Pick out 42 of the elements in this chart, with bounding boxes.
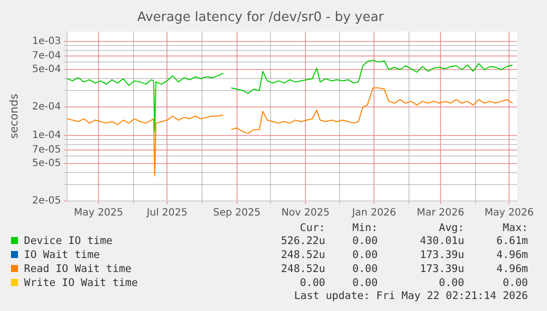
text: Min:	[351, 222, 379, 234]
text: 6.61m	[495, 234, 529, 248]
legend-label: Read IO Wait time	[23, 262, 132, 276]
chart-title: Average latency for /dev/sr0 - by year	[137, 10, 384, 26]
text: Max:	[502, 222, 529, 234]
text: 0.00	[351, 276, 379, 290]
text: 0.00	[502, 276, 529, 290]
text: 173.39u	[418, 262, 466, 276]
text: 0.00	[438, 276, 466, 290]
text: 0.00	[351, 262, 379, 276]
x-tick-label: Mar 2026	[416, 208, 464, 219]
text: 248.52u	[280, 248, 326, 262]
x-tick-label: Jul 2025	[146, 208, 188, 219]
text: Last update: Fri May 22 02:21:14 2026	[293, 290, 529, 302]
x-tick-label: Nov 2025	[281, 208, 330, 219]
text: 4.96m	[495, 262, 529, 276]
y-tick-label: 5e-05	[32, 158, 61, 170]
legend-label: IO Wait time	[23, 248, 101, 262]
x-tick-label: Sep 2025	[213, 208, 261, 219]
text: 430.01u	[418, 234, 466, 248]
text: 4.96m	[495, 248, 529, 262]
text: Cur:	[298, 222, 326, 234]
x-tick-label: Jan 2026	[351, 208, 396, 219]
y-axis-title: seconds	[7, 94, 20, 139]
y-tick-label: 7e-05	[32, 144, 61, 156]
text: 526.22u	[280, 234, 326, 248]
text: 0.00	[351, 248, 379, 262]
x-tick-label: May 2025	[74, 208, 124, 219]
y-tick-label: 2e-05	[32, 196, 61, 207]
y-tick-label: 1e-04	[32, 130, 61, 141]
y-tick-label: 5e-04	[32, 64, 61, 76]
text: 248.52u	[280, 262, 326, 276]
x-tick-label: May 2026	[484, 208, 534, 219]
text: 0.00	[298, 276, 326, 290]
y-tick-label: 2e-04	[32, 102, 61, 113]
text: 173.39u	[418, 248, 466, 262]
y-tick-label: 1e-03	[32, 36, 61, 47]
legend-label: Write IO Wait time	[23, 276, 139, 290]
text: Avg:	[438, 222, 466, 234]
legend-label: Device IO time	[23, 234, 114, 248]
text: 0.00	[351, 234, 379, 248]
y-tick-label: 7e-04	[32, 50, 61, 62]
